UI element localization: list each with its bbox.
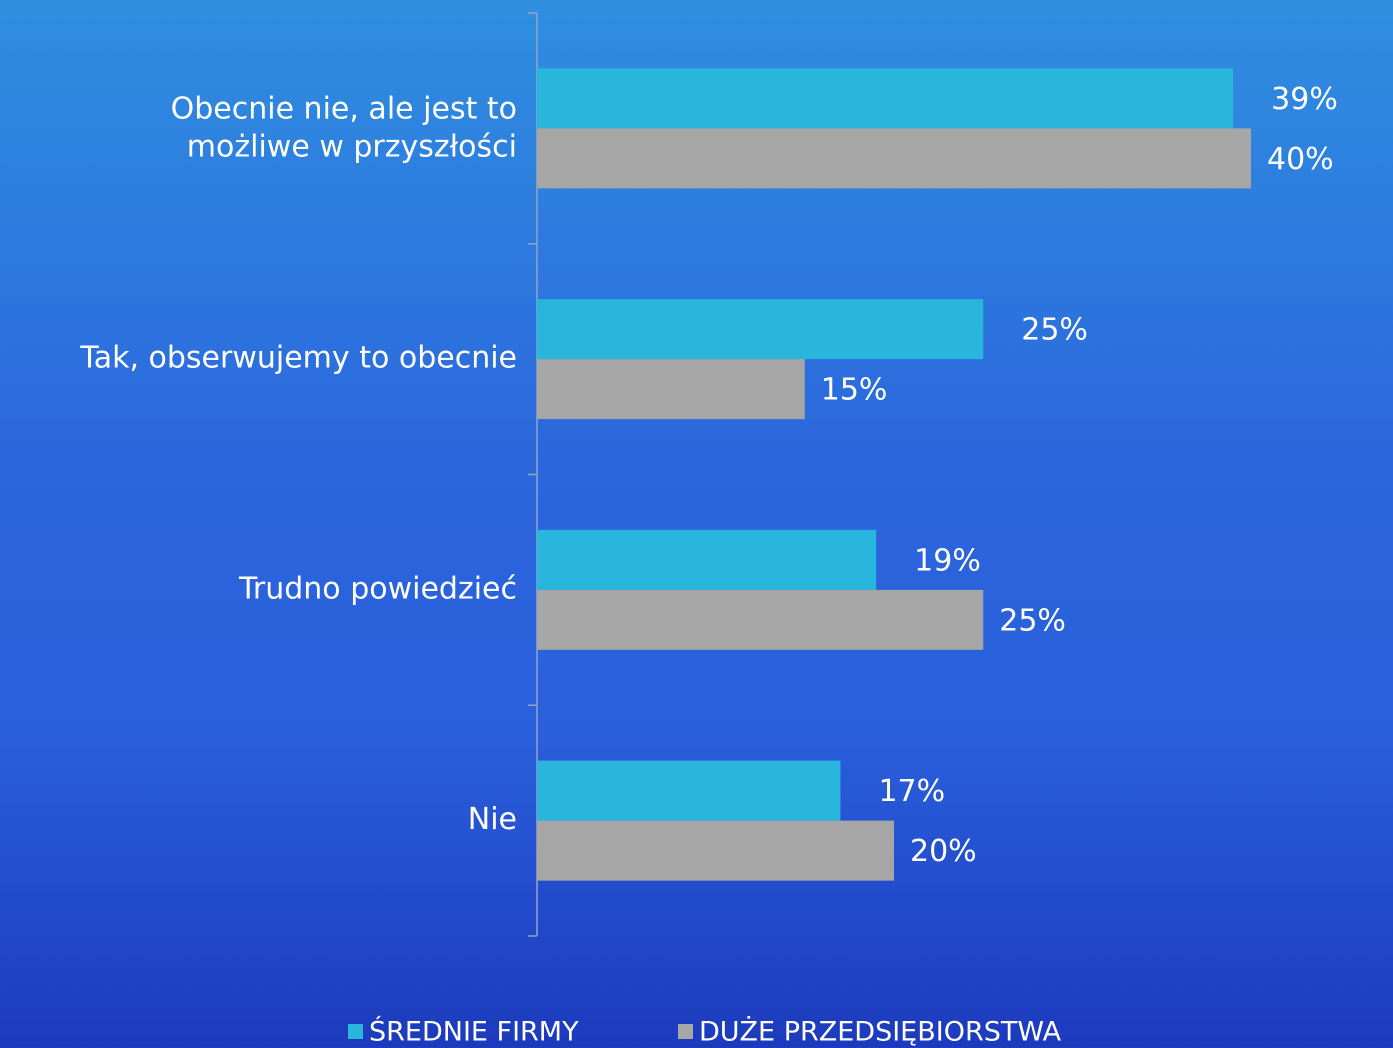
value-label: 19% <box>914 543 981 578</box>
bar <box>537 128 1251 189</box>
value-label: 39% <box>1271 82 1338 117</box>
category-label: Tak, obserwujemy to obecnie <box>79 341 517 376</box>
bar <box>537 529 877 590</box>
bar <box>537 760 841 821</box>
category-label: Nie <box>468 802 517 837</box>
category-label: Obecnie nie, ale jest to możliwe w przysz… <box>171 91 517 164</box>
legend-swatch <box>678 1024 693 1039</box>
legend-swatch <box>348 1024 363 1039</box>
bar <box>537 299 984 360</box>
value-label: 20% <box>910 834 977 869</box>
legend-label: ŚREDNIE FIRMY <box>369 1016 579 1048</box>
value-label: 17% <box>878 774 945 809</box>
bar <box>537 359 805 420</box>
bar <box>537 589 984 650</box>
bar <box>537 68 1234 129</box>
value-label: 25% <box>999 603 1066 638</box>
value-label: 40% <box>1267 142 1334 177</box>
category-label: Trudno powiedzieć <box>238 571 517 606</box>
bar <box>537 820 894 881</box>
legend-label: DUŻE PRZEDSIĘBIORSTWA <box>699 1016 1062 1048</box>
value-label: 25% <box>1021 313 1088 348</box>
value-label: 15% <box>821 373 888 408</box>
